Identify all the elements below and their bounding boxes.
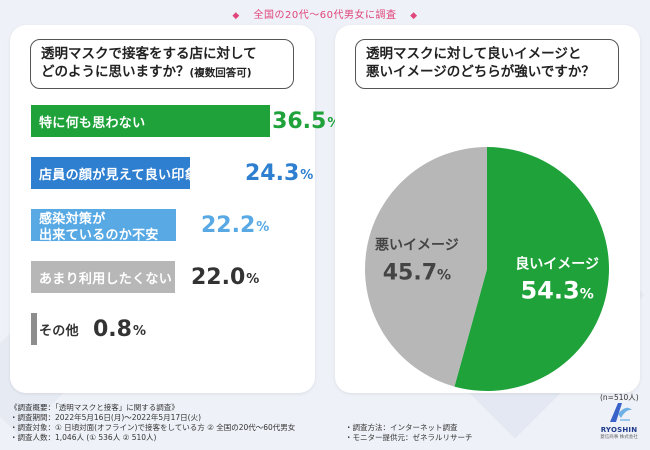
pie-slice xyxy=(454,147,610,392)
pie-category-label: 悪いイメージ xyxy=(375,237,459,253)
logo-name: RYOSHIN xyxy=(600,426,638,434)
bar-value-label: 24.3% xyxy=(245,161,314,186)
bar xyxy=(31,157,191,189)
pie-chart: 良いイメージ 54.3% 悪いイメージ 45.7% xyxy=(365,147,610,392)
footer-line: 《調査概要：「透明マスクと接客」に関する調査》 xyxy=(10,403,179,412)
logo-subtitle: 菱信商事 株式会社 xyxy=(600,435,638,440)
pie-chart-question: 透明マスクに対して良いイメージと 悪いイメージのどちらが強いですか？ xyxy=(355,39,619,89)
pie-value-label: 45.7% xyxy=(383,260,451,285)
logo-mark-icon xyxy=(610,403,632,422)
question-line-2: どのように思いますか？(複数回答可) xyxy=(41,64,252,80)
pie-value-label: 54.3% xyxy=(520,277,593,305)
header-title: 全国の20代～60代男女に調査 xyxy=(253,10,397,21)
pie-category-label: 良いイメージ xyxy=(515,256,599,273)
bar-value-label: 36.5% xyxy=(272,109,341,134)
bar-category-label: 特に何も思わない xyxy=(39,115,146,131)
bar xyxy=(31,209,177,241)
diamond-icon: ◆ xyxy=(232,11,240,21)
footer-line: ・調査人数：1,046人 (① 536人 ② 510人) xyxy=(10,433,157,442)
bar xyxy=(31,105,271,137)
bar-category-label: その他 xyxy=(39,323,79,339)
survey-footer: 《調査概要：「透明マスクと接客」に関する調査》 ・調査期間：2022年5月16日… xyxy=(10,403,570,443)
bar xyxy=(31,261,176,293)
bar-category-label: あまり利用したくない xyxy=(39,271,173,287)
bar-value-label: 22.0% xyxy=(191,265,260,290)
footer-line: ・調査期間：2022年5月16日(月)～2022年5月17日(火) xyxy=(10,413,202,422)
bar-chart-panel: 透明マスクで接客をする店に対して どのように思いますか？(複数回答可) 特に何も… xyxy=(10,25,340,393)
question-line-1: 透明マスクで接客をする店に対して xyxy=(41,46,257,62)
diamond-icon: ◆ xyxy=(410,11,418,21)
bar-chart-question: 透明マスクで接客をする店に対して どのように思いますか？(複数回答可) xyxy=(30,39,294,89)
bar-value-label: 0.8% xyxy=(93,317,147,342)
footer-line: ・モニター提供元：ゼネラルリサーチ xyxy=(345,433,473,442)
question-line-1: 透明マスクに対して良いイメージと xyxy=(366,46,582,62)
question-line-2: 悪いイメージのどちらが強いですか？ xyxy=(366,64,595,80)
pie-slice xyxy=(365,147,487,387)
company-logo: RYOSHIN 菱信商事 株式会社 xyxy=(595,400,643,446)
bar-category-label: 感染対策が 出来ているのか不安 xyxy=(39,212,159,243)
bar-value-label: 22.2% xyxy=(201,213,270,238)
footer-line: ・調査方法：インターネット調査 xyxy=(345,423,458,432)
survey-header: ◆ 全国の20代～60代男女に調査 ◆ xyxy=(0,6,650,21)
bar xyxy=(31,313,37,345)
pie-chart-panel: 透明マスクに対して良いイメージと 悪いイメージのどちらが強いですか？ 良いイメー… xyxy=(335,25,640,393)
footer-line: ・調査対象：① 日頃対面(オフライン)で接客をしている方 ② 全国の20代～60… xyxy=(10,423,296,432)
footer-right-column: ・調査方法：インターネット調査 ・モニター提供元：ゼネラルリサーチ xyxy=(345,423,473,443)
sample-size-note: (n=510人) xyxy=(600,393,639,402)
question-note: (複数回答可) xyxy=(189,67,252,79)
bar-category-label: 店員の顔が見えて良い印象 xyxy=(39,167,198,183)
